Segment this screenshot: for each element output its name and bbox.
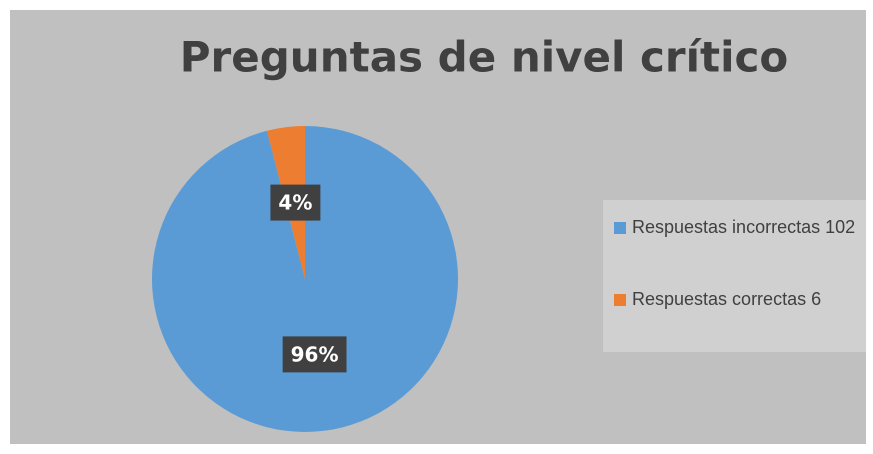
data-label: 96% — [291, 342, 339, 366]
data-label: 4% — [278, 191, 312, 215]
legend-swatch — [614, 294, 626, 306]
legend-label: Respuestas correctas 6 — [632, 289, 821, 309]
data-label-box — [282, 336, 347, 373]
legend-box — [603, 200, 866, 352]
legend-swatch — [614, 222, 626, 234]
legend-label: Respuestas incorrectas 102 — [632, 217, 855, 237]
data-label-box — [270, 184, 321, 221]
chart-title: Preguntas de nivel crítico — [180, 33, 788, 82]
